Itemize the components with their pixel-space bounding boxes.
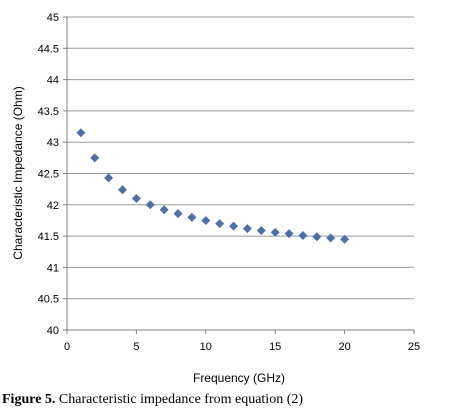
data-point xyxy=(256,225,266,235)
y-tick-labels: 40 40.5 41 41.5 42 42.5 43 43.5 44 44.5 45 xyxy=(38,12,59,337)
data-point xyxy=(173,209,183,219)
caption-text: Characteristic impedance from equation (… xyxy=(55,392,304,407)
y-tick-label: 45 xyxy=(47,12,59,24)
axes xyxy=(63,16,415,334)
data-points xyxy=(76,128,350,244)
y-tick-label: 42 xyxy=(47,200,59,212)
y-tick-label: 44.5 xyxy=(38,43,59,55)
chart-svg: 40 40.5 41 41.5 42 42.5 43 43.5 44 44.5 45 0 5 10 15 2… xyxy=(11,12,420,385)
grid xyxy=(67,16,414,300)
x-axis-label: Frequency (GHz) xyxy=(193,371,285,385)
data-point xyxy=(284,229,294,239)
data-point xyxy=(201,215,211,225)
x-tick-label: 0 xyxy=(64,341,70,353)
y-tick-label: 42.5 xyxy=(38,169,59,181)
y-tick-label: 40 xyxy=(47,325,59,337)
x-tick-labels: 0 5 10 15 20 25 xyxy=(64,341,420,353)
x-tick-label: 15 xyxy=(269,341,281,353)
data-point xyxy=(215,219,225,229)
caption-label: Figure 5. xyxy=(2,392,56,407)
data-point xyxy=(159,205,169,215)
y-tick-label: 43 xyxy=(47,137,59,149)
data-point xyxy=(312,232,322,242)
data-point xyxy=(90,153,100,163)
data-point xyxy=(187,212,197,222)
chart: 40 40.5 41 41.5 42 42.5 43 43.5 44 44.5 45 0 5 10 15 2… xyxy=(11,12,420,385)
x-tick-label: 20 xyxy=(338,341,350,353)
data-point xyxy=(340,234,350,244)
y-tick-label: 41 xyxy=(47,262,59,274)
y-tick-label: 43.5 xyxy=(38,106,59,118)
data-point xyxy=(298,230,308,240)
x-tick-label: 5 xyxy=(133,341,139,353)
x-tick-label: 10 xyxy=(200,341,212,353)
data-point xyxy=(131,194,141,204)
data-point xyxy=(270,227,280,237)
data-point xyxy=(104,173,114,183)
y-tick-label: 41.5 xyxy=(38,231,59,243)
data-point xyxy=(326,233,336,243)
x-tick-label: 25 xyxy=(408,341,420,353)
data-point xyxy=(118,185,128,195)
data-point xyxy=(76,128,86,138)
y-axis-label: Characteristic Impedance (Ohm) xyxy=(11,86,25,259)
data-point xyxy=(242,224,252,234)
figure-caption: Figure 5. Characteristic impedance from … xyxy=(2,392,474,408)
y-tick-label: 40.5 xyxy=(38,294,59,306)
data-point xyxy=(145,200,155,210)
data-point xyxy=(229,221,239,231)
y-tick-label: 44 xyxy=(47,75,59,87)
